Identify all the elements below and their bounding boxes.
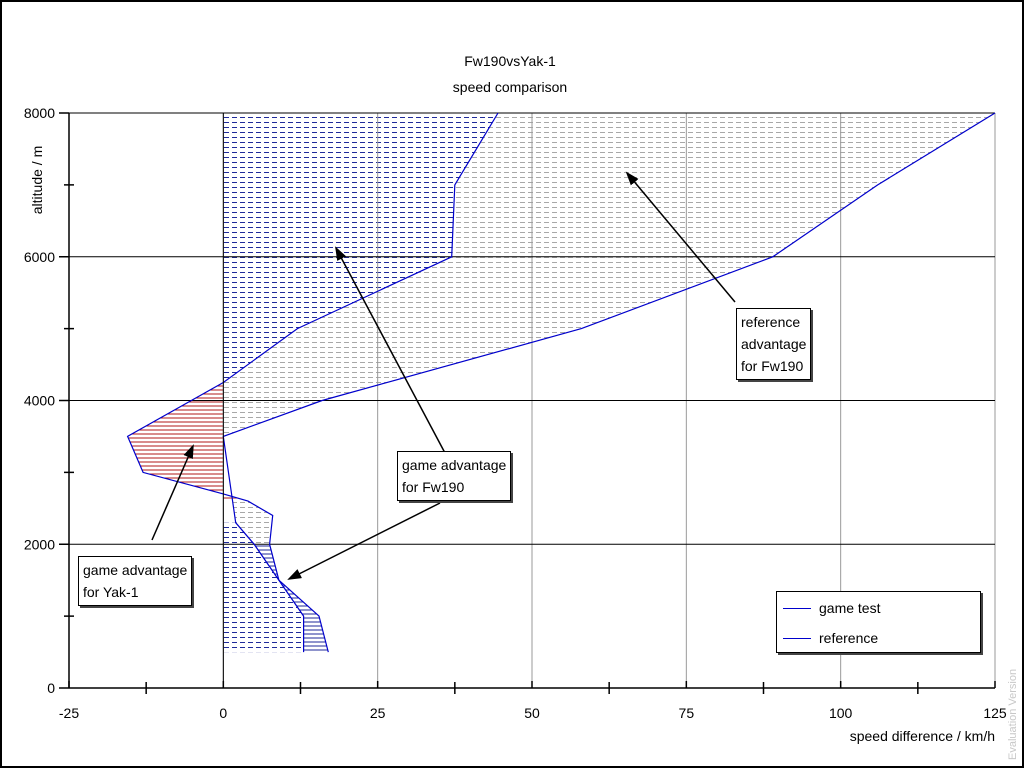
- x-axis-label: speed difference / km/h: [850, 728, 995, 744]
- annotation-line: advantage: [741, 336, 807, 352]
- annotation-line: for Fw190: [741, 358, 804, 374]
- chart-subtitle: speed comparison: [453, 79, 567, 95]
- annotation-line: game advantage: [402, 457, 507, 473]
- y-tick-label: 8000: [24, 105, 55, 121]
- legend-item-game-test: game test: [783, 598, 880, 618]
- fill-reference-advantage: [223, 113, 996, 437]
- fill-game-advantage-fw190: [254, 544, 329, 653]
- annotation-line: game advantage: [83, 562, 188, 578]
- series-line-reference: [222, 112, 996, 653]
- annotation-line: reference: [741, 314, 801, 330]
- chart-legend: game test reference: [776, 591, 981, 653]
- y-axis-label: altitude / m: [29, 146, 45, 214]
- fill-regions: [127, 113, 996, 653]
- watermark: Evaluation Version: [1007, 668, 1019, 760]
- chart-title: Fw190vsYak-1: [464, 53, 556, 69]
- arrow-game-yak: [151, 444, 194, 541]
- x-tick-label: 25: [370, 705, 386, 721]
- arrow-game-fw-lower: [287, 502, 441, 580]
- y-tick-label: 2000: [24, 536, 55, 552]
- x-tick-label: 100: [829, 705, 853, 721]
- x-tick-label: 75: [679, 705, 695, 721]
- x-tick-label: 50: [524, 705, 540, 721]
- annotation-line: for Yak-1: [83, 584, 139, 600]
- legend-item-reference: reference: [783, 628, 878, 648]
- annotation-game-advantage-yak1: game advantage for Yak-1: [78, 556, 193, 606]
- y-tick-label: 6000: [24, 249, 55, 265]
- fill-game-advantage-yak: [127, 382, 248, 502]
- legend-swatch: [783, 637, 811, 639]
- fill-lower-gap: [223, 493, 273, 545]
- fill-lower-zone: [223, 522, 304, 653]
- annotation-reference-advantage: reference advantage for Fw190: [736, 308, 812, 380]
- annotation-arrows: [151, 171, 736, 580]
- y-tick-label: 4000: [24, 393, 55, 409]
- arrow-game-fw-upper: [335, 246, 446, 454]
- annotation-game-advantage-fw190: game advantage for Fw190: [397, 451, 512, 501]
- annotation-line: for Fw190: [402, 479, 465, 495]
- fill-game-zone-upper: [223, 113, 499, 383]
- series-lines: [126, 112, 996, 653]
- x-tick-label: 125: [983, 705, 1007, 721]
- legend-label: reference: [819, 630, 879, 646]
- x-tick-label: -25: [59, 705, 79, 721]
- arrow-ref-adv: [625, 171, 736, 303]
- legend-label: game test: [819, 600, 881, 616]
- x-tick-label: 0: [219, 705, 227, 721]
- series-line-game-test: [126, 112, 499, 653]
- y-tick-label: 0: [47, 680, 55, 696]
- legend-swatch: [783, 607, 811, 609]
